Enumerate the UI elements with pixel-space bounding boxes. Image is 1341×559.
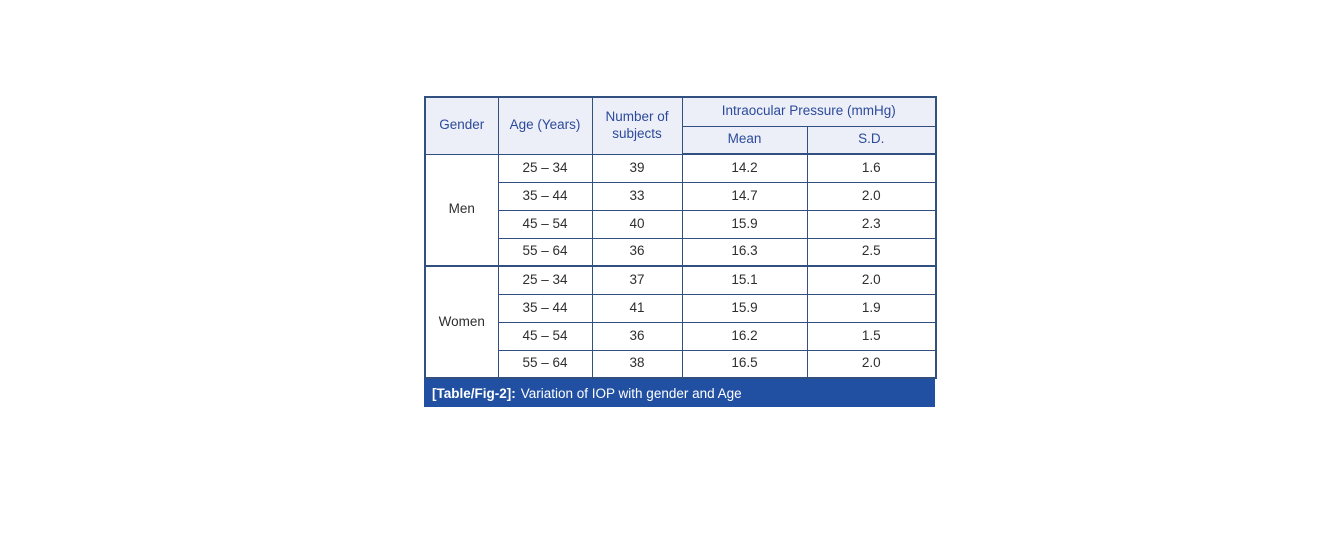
mean-cell: 14.7 — [681, 181, 808, 211]
col-header-subjects: Number of subjects — [591, 96, 683, 155]
mean-cell: 15.9 — [681, 293, 808, 323]
table-row: Men 25 – 34 39 14.2 1.6 — [424, 153, 937, 267]
subjects-cell: 36 — [591, 237, 683, 267]
col-header-age: Age (Years) — [497, 96, 593, 155]
mean-cell: 16.3 — [681, 237, 808, 267]
subjects-cell: 37 — [591, 265, 683, 295]
sd-cell: 1.9 — [806, 293, 937, 323]
mean-cell: 15.9 — [681, 209, 808, 239]
sd-cell: 2.0 — [806, 181, 937, 211]
col-header-sd: S.D. — [806, 125, 937, 155]
age-cell: 35 – 44 — [497, 181, 593, 211]
age-cell: 25 – 34 — [497, 265, 593, 295]
col-header-iop-group: Intraocular Pressure (mmHg) — [681, 96, 937, 127]
mean-cell: 16.5 — [681, 349, 808, 379]
age-cell: 45 – 54 — [497, 321, 593, 351]
sd-cell: 1.5 — [806, 321, 937, 351]
table-row: 35 – 44 41 15.9 1.9 — [425, 293, 937, 323]
mean-cell: 14.2 — [681, 153, 808, 183]
sd-cell: 1.6 — [806, 153, 937, 183]
sd-cell: 2.0 — [806, 349, 937, 379]
age-cell: 35 – 44 — [497, 293, 593, 323]
table-row: 55 – 64 36 16.3 2.5 — [425, 237, 937, 267]
caption-label: [Table/Fig-2]: — [432, 385, 516, 401]
sd-cell: 2.5 — [806, 237, 937, 267]
table-row: 55 – 64 38 16.5 2.0 — [425, 349, 937, 379]
subjects-cell: 40 — [591, 209, 683, 239]
age-cell: 55 – 64 — [497, 349, 593, 379]
subjects-cell: 38 — [591, 349, 683, 379]
gender-cell-men: Men — [424, 153, 499, 267]
table-figure: Gender Age (Years) Number of subjects In… — [424, 96, 938, 407]
table-row: 35 – 44 33 14.7 2.0 — [425, 181, 937, 211]
col-header-mean: Mean — [681, 125, 808, 155]
subjects-cell: 36 — [591, 321, 683, 351]
sd-cell: 2.3 — [806, 209, 937, 239]
mean-cell: 16.2 — [681, 321, 808, 351]
subjects-cell: 39 — [591, 153, 683, 183]
table-row: 45 – 54 36 16.2 1.5 — [425, 321, 937, 351]
table-caption: [Table/Fig-2]: Variation of IOP with gen… — [424, 379, 935, 407]
age-cell: 55 – 64 — [497, 237, 593, 267]
table-row: Women 25 – 34 37 15.1 2.0 — [424, 265, 937, 379]
subjects-cell: 33 — [591, 181, 683, 211]
mean-cell: 15.1 — [681, 265, 808, 295]
subjects-cell: 41 — [591, 293, 683, 323]
age-cell: 45 – 54 — [497, 209, 593, 239]
col-header-gender: Gender — [424, 96, 499, 155]
table-row: 45 – 54 40 15.9 2.3 — [425, 209, 937, 239]
sd-cell: 2.0 — [806, 265, 937, 295]
age-cell: 25 – 34 — [497, 153, 593, 183]
gender-cell-women: Women — [424, 265, 499, 379]
iop-data-table: Gender Age (Years) Number of subjects In… — [424, 96, 938, 379]
caption-text: Variation of IOP with gender and Age — [520, 385, 742, 401]
